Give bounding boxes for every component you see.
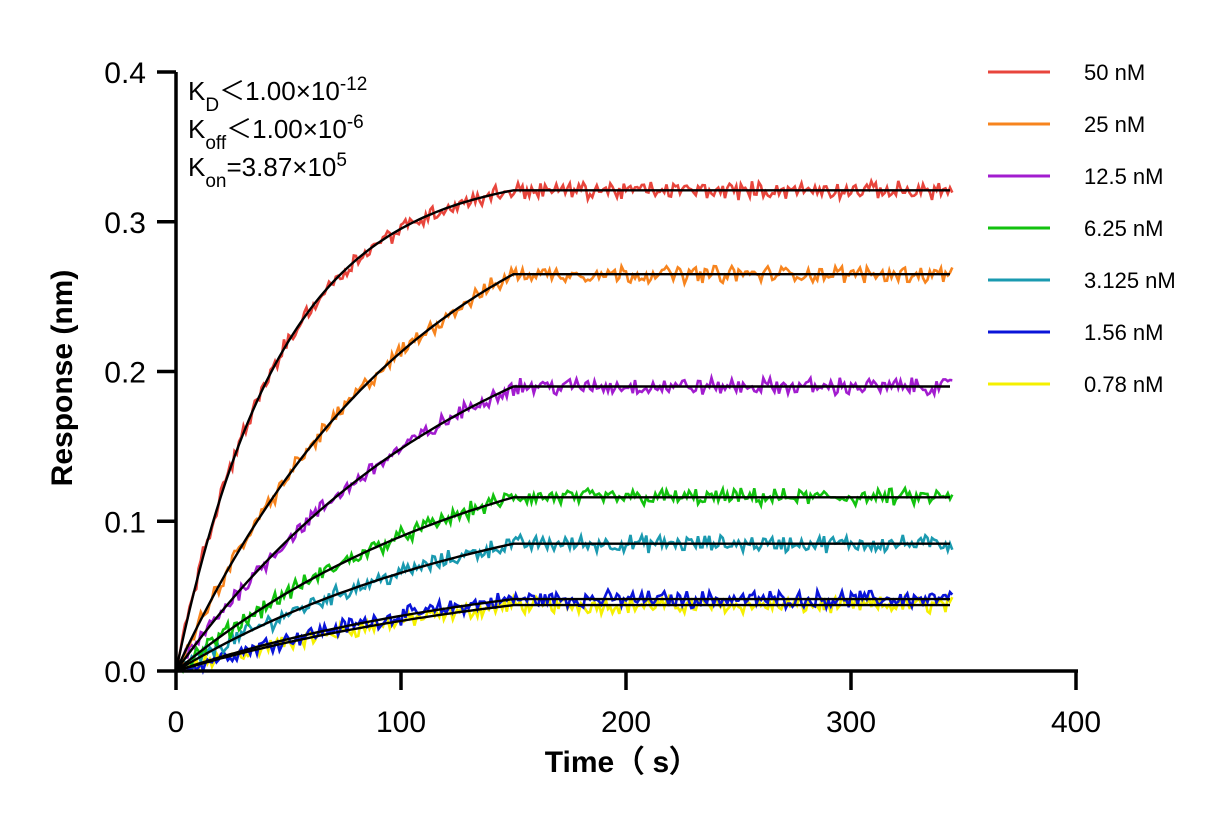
x-tick-label: 300 <box>826 706 876 739</box>
series-line <box>175 531 954 673</box>
x-tick-label: 200 <box>601 706 651 739</box>
kinetic-constant-label: KD＜1.00×10-12 <box>188 74 367 116</box>
x-tick-label: 100 <box>376 706 426 739</box>
x-ticks: 0 100 200 300 400 <box>168 671 1101 739</box>
kinetic-constant-label: Kon=3.87×105 <box>188 150 347 192</box>
fit-line <box>175 542 950 673</box>
legend: 50 nM 25 nM 12.5 nM 6.25 nM 3.125 nM 1.56 nM 0… <box>988 60 1176 397</box>
y-ticks: 0.0 0.1 0.2 0.3 0.4 <box>104 57 176 689</box>
series-line <box>175 484 954 675</box>
legend-label: 50 nM <box>1084 60 1145 85</box>
fit-line <box>175 496 950 672</box>
x-tick-label: 0 <box>168 706 185 739</box>
legend-label: 0.78 nM <box>1084 372 1164 397</box>
y-tick-label: 0.2 <box>104 357 146 390</box>
x-axis-title: Time（ s） <box>545 745 700 779</box>
y-tick-label: 0.0 <box>104 656 146 689</box>
fit-line <box>175 603 950 673</box>
y-tick-label: 0.4 <box>104 57 146 90</box>
legend-label: 12.5 nM <box>1084 164 1164 189</box>
fit-line <box>174 273 950 672</box>
kinetic-constant-label: Koff＜1.00×10-6 <box>188 112 364 154</box>
series-curves <box>174 177 954 676</box>
series-line <box>174 372 953 672</box>
fit-line <box>175 597 950 673</box>
y-tick-label: 0.3 <box>104 207 146 240</box>
x-tick-label: 400 <box>1051 706 1101 739</box>
series-line <box>175 590 954 673</box>
fit-line <box>174 189 950 672</box>
y-axis-title: Response (nm) <box>46 270 79 487</box>
fit-curves <box>174 189 950 673</box>
fit-line <box>175 385 950 672</box>
series-line <box>175 585 954 676</box>
legend-label: 1.56 nM <box>1084 320 1164 345</box>
legend-label: 3.125 nM <box>1084 268 1176 293</box>
legend-label: 25 nM <box>1084 112 1145 137</box>
y-tick-label: 0.1 <box>104 506 146 539</box>
legend-label: 6.25 nM <box>1084 216 1164 241</box>
